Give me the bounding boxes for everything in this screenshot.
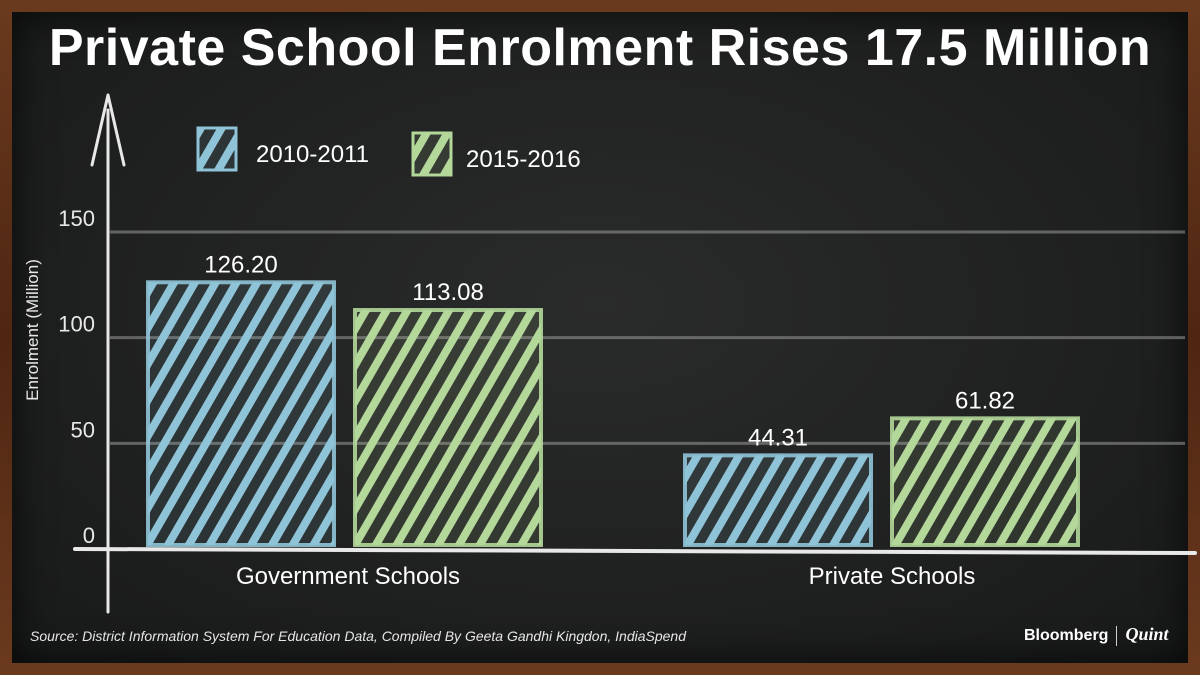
legend-swatch-2015-2016 [411, 131, 453, 177]
category-label-1: Private Schools [809, 563, 976, 590]
legend-label-2015-2016: 2015-2016 [466, 146, 581, 173]
bar-private-schools-2015-2016 [890, 416, 1080, 547]
data-label-2015-2016-1: 61.82 [955, 387, 1015, 414]
y-axis-arrow [90, 93, 126, 167]
brand-partner: Quint [1125, 624, 1169, 644]
category-labels: Government Schools Private Schools [236, 563, 975, 590]
bar-government-schools-2015-2016 [353, 308, 543, 547]
bar-private-schools-2010-2011 [683, 453, 873, 547]
brand-name: Bloomberg [1024, 627, 1109, 644]
legend-label-2010-2011: 2010-2011 [256, 141, 369, 168]
y-tick-label-50: 50 [71, 417, 95, 442]
bars [146, 280, 1080, 547]
x-axis-line [73, 547, 1197, 555]
data-label-2015-2016-0: 113.08 [412, 279, 484, 306]
data-labels: 126.20 44.31 113.08 61.82 [204, 251, 1015, 451]
y-tick-label-0: 0 [83, 523, 95, 548]
bar-government-schools-2010-2011 [146, 280, 336, 547]
y-tick-label-100: 100 [58, 312, 95, 337]
category-label-0: Government Schools [236, 563, 460, 590]
axes [73, 93, 1197, 614]
source-note: Source: District Information System For … [30, 628, 687, 644]
y-tick-labels: 0 50 100 150 [58, 206, 95, 548]
brand-logo: Bloomberg Quint [1024, 624, 1168, 646]
y-axis-label: Enrolment (Million) [23, 259, 42, 401]
data-label-2010-2011-1: 44.31 [748, 424, 808, 451]
legend-swatch-2010-2011 [196, 126, 238, 172]
chart-title: Private School Enrolment Rises 17.5 Mill… [48, 19, 1152, 77]
legend: 2010-2011 2015-2016 [196, 126, 581, 177]
data-label-2010-2011-0: 126.20 [204, 251, 277, 278]
y-tick-label-150: 150 [58, 206, 95, 231]
brand-divider [1116, 625, 1118, 646]
